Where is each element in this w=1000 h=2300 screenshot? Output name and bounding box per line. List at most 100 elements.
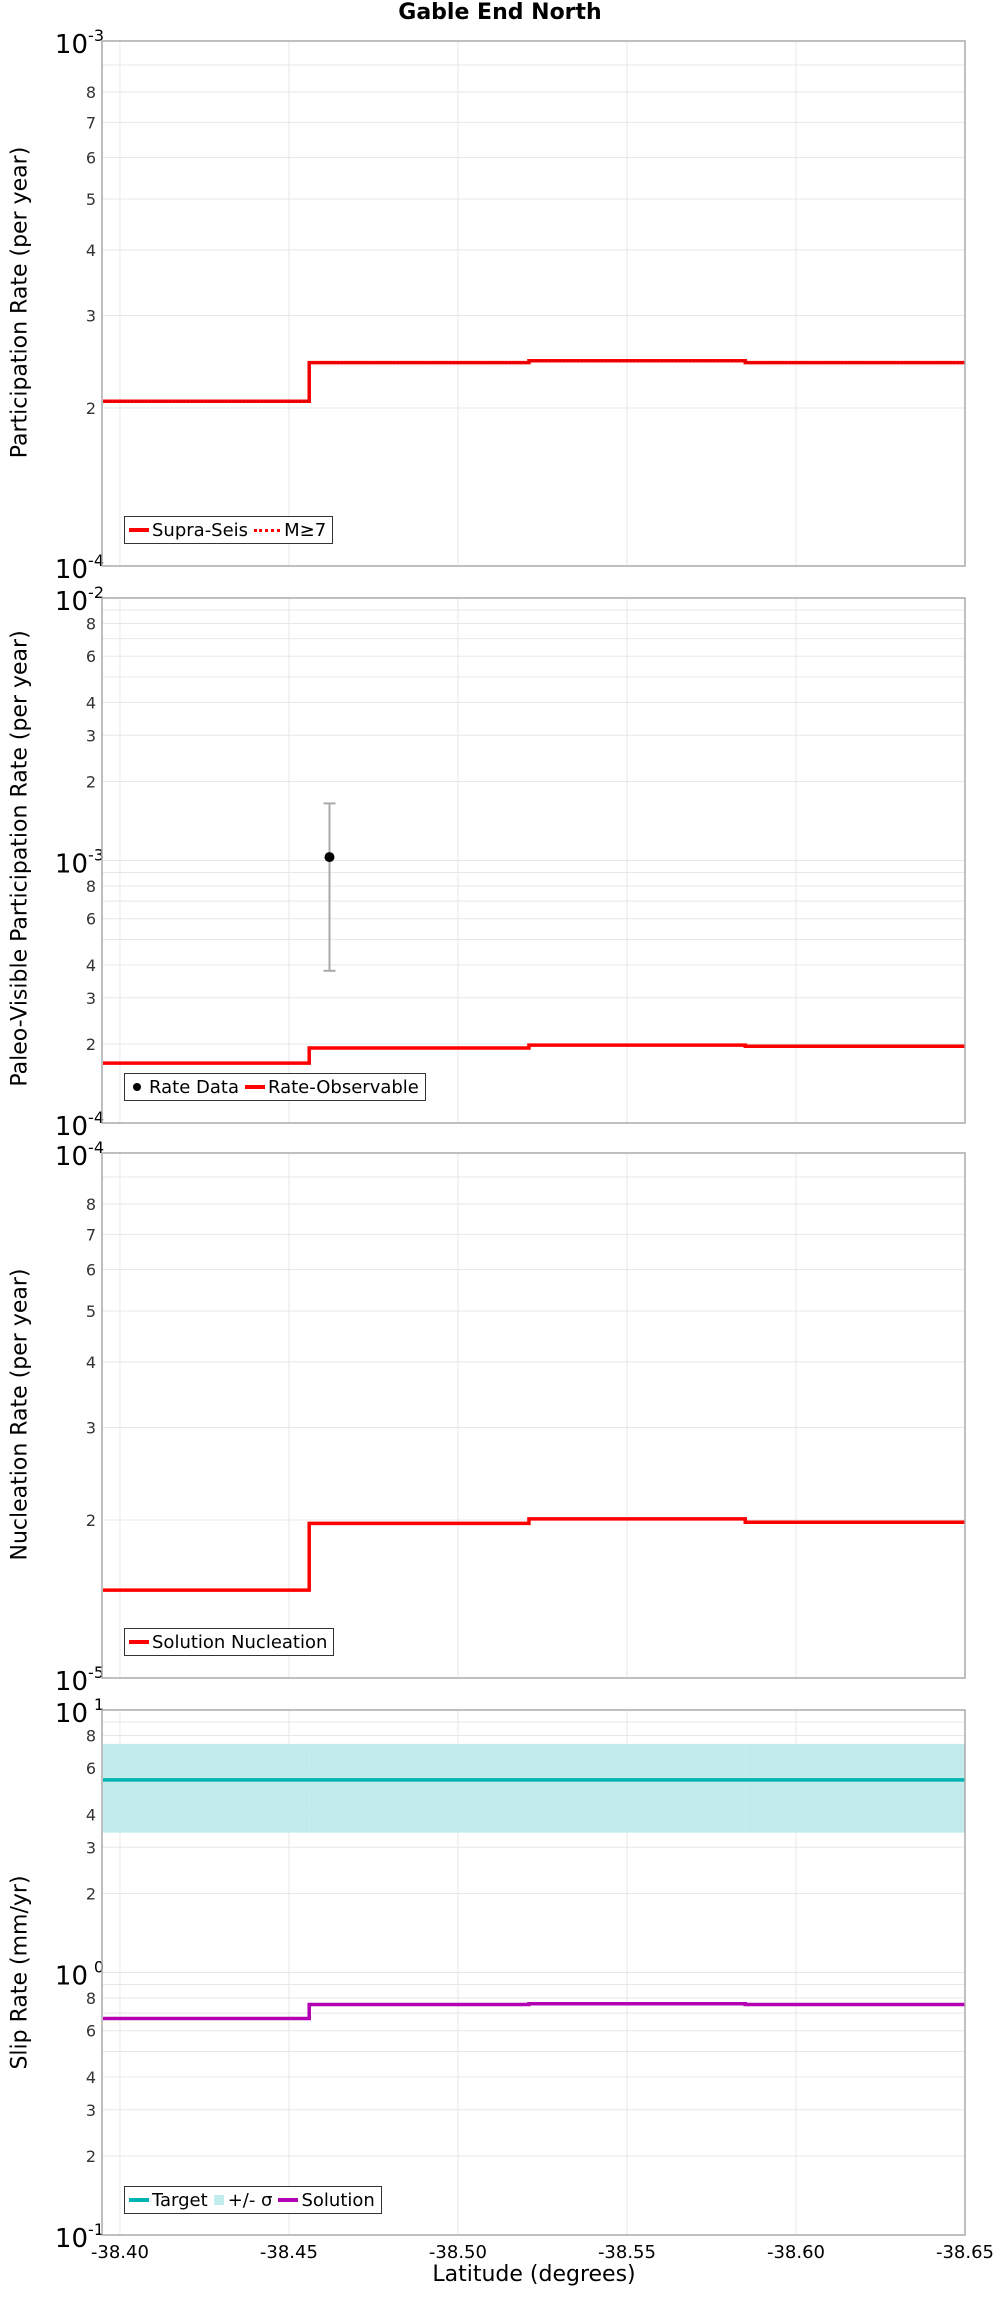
- y-decade-label: 10: [55, 1112, 88, 1142]
- series-solution: [103, 2002, 965, 2021]
- y-tick-label: 2: [86, 2147, 96, 2166]
- y-tick-label: 4: [86, 241, 96, 260]
- y-tick-label: 4: [86, 1353, 96, 1372]
- x-tick-label: -38.45: [260, 2242, 318, 2263]
- y-decade-label: 10: [55, 30, 88, 60]
- y-axis-label-nucleation: Nucleation Rate (per year): [7, 1268, 33, 1561]
- y-decade-label: 10: [55, 587, 88, 617]
- x-tick-label: -38.55: [598, 2242, 656, 2263]
- y-axis-label-paleo: Paleo-Visible Participation Rate (per ye…: [7, 630, 33, 1087]
- sigma-band: [103, 1743, 310, 1833]
- y-tick-label: 5: [86, 190, 96, 209]
- y-tick-label: 4: [86, 2068, 96, 2087]
- y-tick-label: 3: [86, 726, 96, 745]
- y-tick-label: 8: [86, 1195, 96, 1214]
- rate-data-point: [324, 852, 335, 863]
- y-tick-label: 5: [86, 1302, 96, 1321]
- sigma-band: [745, 1743, 965, 1833]
- y-axis-label-slip-rate: Slip Rate (mm/yr): [7, 1875, 33, 2070]
- y-tick-label: 3: [86, 2101, 96, 2120]
- svg-text:-2: -2: [88, 583, 104, 602]
- svg-text:-5: -5: [88, 1663, 104, 1682]
- y-tick-label: 8: [86, 877, 96, 896]
- svg-text:-4: -4: [88, 551, 104, 570]
- svg-text:-3: -3: [88, 26, 104, 45]
- y-tick-label: 2: [86, 1884, 96, 1903]
- legend-swatch-rate-data: [133, 1083, 141, 1091]
- series-rate-observable: [103, 1043, 965, 1065]
- svg-text:-4: -4: [88, 1108, 104, 1127]
- y-tick-label: 4: [86, 693, 96, 712]
- y-tick-label: 2: [86, 1035, 96, 1054]
- y-tick-label: 3: [86, 1838, 96, 1857]
- series-m-7: [103, 360, 965, 402]
- y-tick-label: 6: [86, 2022, 96, 2041]
- legend-paleo: Rate Data Rate-Observable: [124, 1073, 426, 1101]
- legend-swatch-sigma-band: [213, 2195, 224, 2205]
- x-tick-label: -38.50: [429, 2242, 487, 2263]
- y-tick-label: 8: [86, 614, 96, 633]
- y-tick-label: 3: [86, 989, 96, 1008]
- y-tick-label: 8: [86, 1989, 96, 2008]
- x-axis-label: Latitude (degrees): [432, 2262, 636, 2287]
- y-tick-label: 2: [86, 772, 96, 791]
- y-tick-label: 7: [86, 113, 96, 132]
- legend-swatch-target: [129, 2198, 149, 2202]
- y-tick-label: 4: [86, 956, 96, 975]
- y-decade-label: 10: [55, 850, 88, 880]
- svg-text:-4: -4: [88, 1138, 104, 1157]
- legend-swatch-supra-seis: [129, 528, 149, 532]
- y-tick-label: 6: [86, 148, 96, 167]
- sigma-band: [309, 1743, 529, 1833]
- y-decade-label: 10: [55, 1667, 88, 1697]
- legend-swatch-m7: [254, 528, 281, 532]
- y-tick-label: 4: [86, 1805, 96, 1824]
- y-tick-label: 2: [86, 1511, 96, 1530]
- series-solution-nucleation: [103, 1517, 965, 1592]
- legend-label: M≥7: [284, 519, 327, 541]
- y-tick-label: 8: [86, 83, 96, 102]
- legend-swatch-solution: [278, 2198, 299, 2202]
- legend-slip-rate: Target +/- σ Solution: [124, 2186, 382, 2214]
- x-tick-label: -38.40: [91, 2242, 149, 2263]
- y-tick-label: 8: [86, 1726, 96, 1745]
- legend-label: Target: [152, 2189, 208, 2211]
- y-tick-label: 3: [86, 307, 96, 326]
- legend-label: Solution: [301, 2189, 375, 2211]
- svg-text:-1: -1: [88, 2220, 104, 2239]
- y-decade-label: 10: [55, 1699, 88, 1729]
- y-tick-label: 3: [86, 1419, 96, 1438]
- sigma-band: [528, 1743, 746, 1833]
- y-axis-label-participation: Participation Rate (per year): [7, 146, 33, 459]
- chart-title: Gable End North: [398, 0, 602, 25]
- legend-label: Solution Nucleation: [152, 1631, 328, 1653]
- legend-participation: Supra-Seis M≥7: [124, 516, 334, 544]
- legend-label: Supra-Seis: [152, 519, 249, 541]
- svg-text:0: 0: [94, 1958, 104, 1977]
- x-tick-label: -38.60: [767, 2242, 825, 2263]
- svg-text:1: 1: [94, 1695, 104, 1714]
- y-decade-label: 10: [55, 1962, 88, 1992]
- legend-swatch-rate-observable: [244, 1085, 265, 1089]
- y-tick-label: 6: [86, 910, 96, 929]
- legend-label: Rate Data: [149, 1076, 239, 1098]
- legend-swatch-solution-nucleation: [129, 1640, 149, 1644]
- legend-nucleation: Solution Nucleation: [124, 1628, 335, 1656]
- y-tick-label: 2: [86, 399, 96, 418]
- y-tick-label: 6: [86, 1260, 96, 1279]
- y-tick-label: 7: [86, 1225, 96, 1244]
- svg-text:-3: -3: [88, 846, 104, 865]
- y-decade-label: 10: [55, 1142, 88, 1172]
- y-tick-label: 6: [86, 647, 96, 666]
- y-decade-label: 10: [55, 555, 88, 585]
- legend-label: Rate-Observable: [267, 1076, 419, 1098]
- y-tick-label: 6: [86, 1759, 96, 1778]
- legend-label: +/- σ: [227, 2189, 273, 2211]
- x-tick-label: -38.65: [936, 2242, 994, 2263]
- y-decade-label: 10: [55, 2224, 88, 2254]
